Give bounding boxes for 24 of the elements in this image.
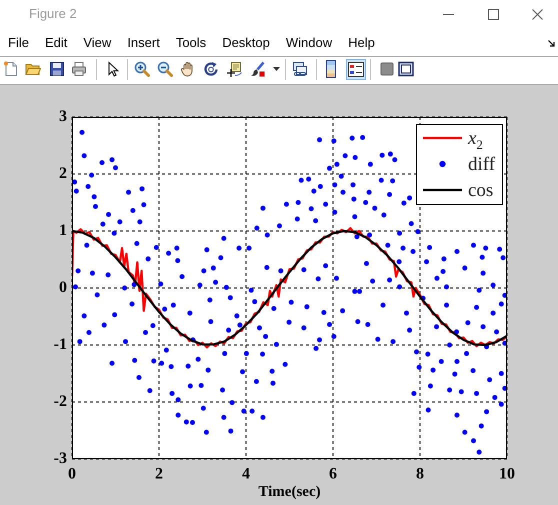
y-tick-label: -2 bbox=[54, 393, 67, 410]
x-axis-title: Time(sec) bbox=[258, 484, 321, 500]
legend-label: cos bbox=[468, 180, 494, 201]
text: View bbox=[83, 35, 112, 51]
y-tick-label: 3 bbox=[59, 108, 67, 126]
legend-label: diff bbox=[468, 154, 496, 175]
y-tick-label: -3 bbox=[54, 450, 67, 468]
y-tick-label: 2 bbox=[59, 165, 67, 182]
text: File bbox=[8, 35, 29, 51]
x-tick-label: 4 bbox=[242, 466, 250, 483]
x-tick-label: 10 bbox=[499, 466, 515, 483]
x-tick-label: 6 bbox=[329, 466, 337, 483]
text: Desktop bbox=[222, 35, 270, 51]
text: Edit bbox=[44, 35, 68, 51]
text: Help bbox=[348, 35, 375, 51]
y-tick-label: -1 bbox=[54, 336, 67, 354]
caption: Figure 2 bbox=[29, 6, 77, 22]
x-tick-label: 8 bbox=[416, 466, 424, 483]
y-tick-label: 0 bbox=[59, 279, 67, 296]
text: Window bbox=[286, 35, 332, 51]
x-tick-label: 2 bbox=[155, 466, 163, 483]
text: Insert bbox=[127, 35, 160, 51]
y-tick-label: 1 bbox=[59, 222, 67, 240]
text: Tools bbox=[176, 35, 206, 51]
